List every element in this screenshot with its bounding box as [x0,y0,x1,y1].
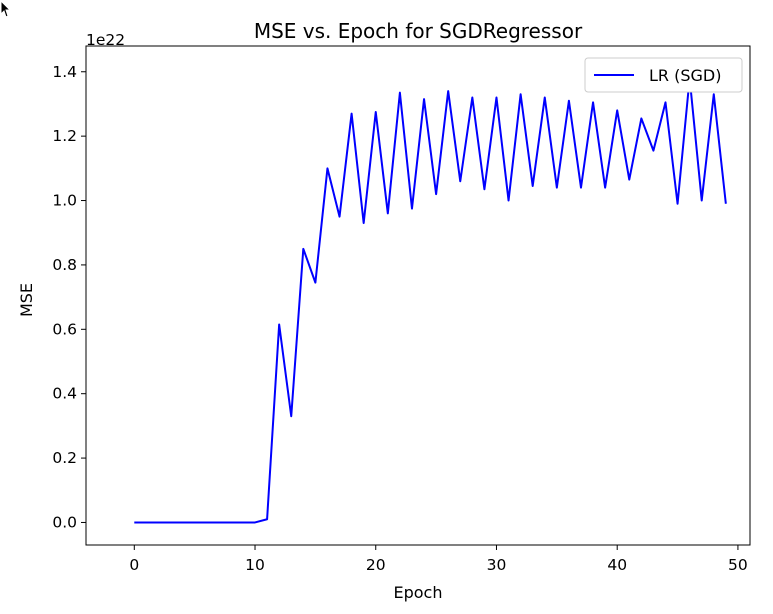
y-tick-label: 1.4 [52,63,77,81]
series-line-lr-sgd [134,77,727,524]
x-tick-label: 0 [129,556,139,574]
legend-label: LR (SGD) [649,66,721,85]
legend-box [584,57,743,93]
y-tick-label: 0.2 [52,449,77,467]
y-offset-label: 1e22 [86,31,125,49]
x-axis-label: Epoch [394,583,443,602]
x-tick-label: 50 [728,556,748,574]
x-tick-label: 20 [366,556,386,574]
chart-title: MSE vs. Epoch for SGDRegressor [254,19,583,43]
y-axis-label: MSE [17,283,36,317]
x-tick-label: 40 [607,556,627,574]
x-tick-label: 30 [487,556,507,574]
legend: LR (SGD) [584,57,743,93]
x-axis: 0 10 20 30 40 50 [129,545,748,574]
y-tick-label: 1.2 [52,127,77,145]
y-tick-label: 0.6 [52,320,77,338]
y-tick-label: 0.4 [52,385,77,403]
y-tick-label: 0.0 [52,513,77,531]
y-tick-label: 0.8 [52,256,77,274]
plot-area [85,45,751,546]
y-axis: 0.0 0.2 0.4 0.6 0.8 1.0 1.2 1.4 [52,63,86,531]
y-tick-label: 1.0 [52,192,77,210]
x-tick-label: 10 [245,556,265,574]
mouse-cursor-icon [0,0,10,18]
